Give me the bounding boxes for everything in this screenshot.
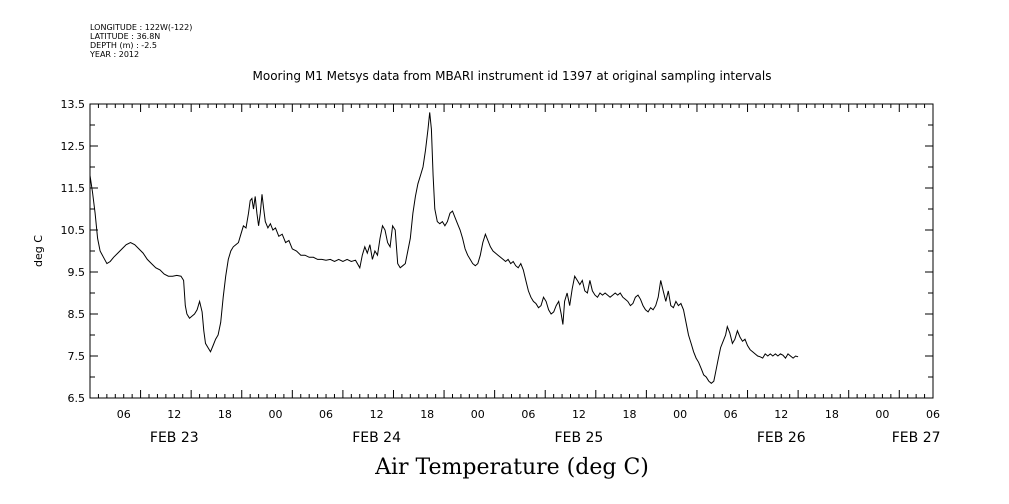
x-tick-label: 00 [875, 408, 889, 421]
plot-frame [89, 103, 934, 399]
x-tick-label: 00 [268, 408, 282, 421]
x-tick-label: 18 [825, 408, 839, 421]
x-tick-label: 06 [926, 408, 940, 421]
y-tick-label: 8.5 [68, 308, 86, 321]
year-label: YEAR : 2012 [90, 50, 140, 59]
x-tick-label: 18 [623, 408, 637, 421]
date-label: FEB 26 [757, 430, 806, 446]
x-tick-label: 00 [471, 408, 485, 421]
depth-label: DEPTH (m) : -2.5 [90, 41, 157, 50]
latitude-label: LATITUDE : 36.8N [90, 32, 161, 41]
x-tick-label: 12 [774, 408, 788, 421]
axis-ticks [89, 103, 934, 399]
y-tick-label: 7.5 [68, 350, 86, 363]
x-tick-label: 18 [420, 408, 434, 421]
x-tick-label: 12 [572, 408, 586, 421]
x-axis-title: Air Temperature (deg C) [374, 455, 649, 480]
y-axis-label: deg C [32, 235, 45, 267]
y-tick-label: 10.5 [61, 224, 86, 237]
y-tick-label: 12.5 [61, 140, 86, 153]
longitude-label: LONGITUDE : 122W(-122) [90, 23, 193, 32]
chart-title: Mooring M1 Metsys data from MBARI instru… [253, 69, 772, 83]
date-label: FEB 25 [555, 430, 604, 446]
x-tick-label: 12 [370, 408, 384, 421]
y-tick-label: 6.5 [68, 392, 86, 405]
x-tick-label: 06 [319, 408, 333, 421]
x-tick-label: 18 [218, 408, 232, 421]
series-line [89, 112, 799, 384]
axis-labels: 6.5 7.5 8.5 9.5 10.5 11.5 12.5 13.5 06 12 18 00 06 12… [61, 98, 941, 446]
y-tick-label: 11.5 [61, 182, 86, 195]
x-tick-label: 06 [117, 408, 131, 421]
date-label: FEB 23 [150, 430, 199, 446]
y-tick-label: 9.5 [68, 266, 86, 279]
date-label: FEB 24 [352, 430, 401, 446]
x-tick-label: 12 [167, 408, 181, 421]
date-label: FEB 27 [892, 430, 941, 446]
x-tick-label: 00 [673, 408, 687, 421]
x-tick-label: 06 [724, 408, 738, 421]
y-tick-label: 13.5 [61, 98, 86, 111]
x-tick-label: 06 [521, 408, 535, 421]
